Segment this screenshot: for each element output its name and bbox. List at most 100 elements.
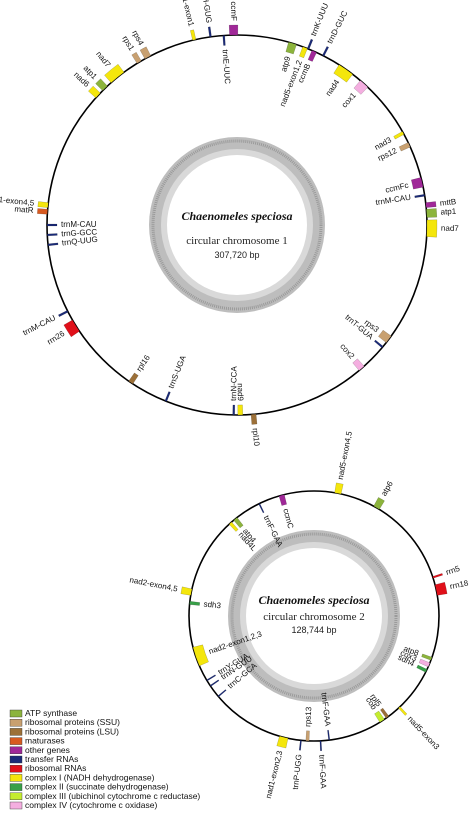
gene-block xyxy=(307,50,317,62)
gene-block xyxy=(353,80,369,95)
gene-label: rpl16 xyxy=(135,353,153,373)
legend-swatch xyxy=(9,765,23,773)
gene-block xyxy=(398,142,411,152)
legend-label: complex II (succinate dehydrogenase) xyxy=(25,782,169,792)
gene-label: rrn26 xyxy=(46,329,67,347)
gene-block xyxy=(258,503,265,514)
gene-block xyxy=(306,38,314,50)
gene-block xyxy=(228,24,239,36)
gene-label: trnM-CAU xyxy=(61,220,97,229)
gene-label: nad7 xyxy=(441,224,460,233)
gene-block xyxy=(233,517,244,529)
gene-block xyxy=(322,46,329,57)
gene-block xyxy=(333,64,353,83)
chromosome-2-gc-content xyxy=(230,532,398,700)
gene-label: trnE-UUC xyxy=(221,49,232,84)
gene-block xyxy=(334,482,344,495)
gene-block xyxy=(432,573,443,579)
gene-label: trnF-GAA xyxy=(319,692,332,727)
legend-label: ribosomal RNAs xyxy=(25,763,86,773)
gene-label: rrn18 xyxy=(449,578,470,591)
gene-label: trnM-CAU xyxy=(375,193,412,207)
gene-block xyxy=(95,78,108,91)
gene-block xyxy=(47,233,58,237)
gene-block xyxy=(278,494,287,506)
gene-label: trnF-GAA xyxy=(317,755,328,790)
gene-label: nad2-exon4,5 xyxy=(129,575,179,593)
legend-swatch xyxy=(9,783,23,791)
gene-block xyxy=(190,29,197,41)
gene-block xyxy=(373,497,385,510)
legend-swatch xyxy=(9,746,23,754)
chromosome-1-map: Chaenomeles speciosa circular chromosome… xyxy=(0,0,459,447)
gene-label: atp6 xyxy=(379,479,395,497)
gene-block xyxy=(305,730,310,742)
gene-label: nad5-exon4,5 xyxy=(336,430,354,480)
gene-block xyxy=(411,177,424,190)
legend-label: ribosomal proteins (LSU) xyxy=(25,726,119,736)
gene-label: nad1-exon2,3 xyxy=(264,749,285,799)
legend-swatch xyxy=(9,755,23,764)
legend-swatch xyxy=(9,774,23,782)
chromosome-1-size: 307,720 bp xyxy=(214,250,259,260)
gene-block xyxy=(298,740,302,751)
gene-label: cox2 xyxy=(338,342,356,361)
gene-block xyxy=(47,242,59,247)
gene-block xyxy=(398,706,408,716)
gene-label: trnP-UGG xyxy=(291,754,304,790)
gene-block xyxy=(416,664,428,673)
legend-label: complex IV (cytochrome c oxidase) xyxy=(25,800,157,810)
chromosome-2-map: Chaenomeles speciosa circular chromosome… xyxy=(129,430,470,799)
gene-label: mttB xyxy=(439,197,456,208)
gene-block xyxy=(237,404,244,416)
gene-block xyxy=(276,735,289,749)
gene-label: trnD-GUC xyxy=(325,9,349,45)
chromosome-1-title: Chaenomeles speciosa xyxy=(182,209,293,223)
gene-block xyxy=(380,707,390,719)
chromosome-1-center xyxy=(167,155,307,295)
gene-label: rrn5 xyxy=(445,564,462,577)
gene-block xyxy=(232,404,236,416)
gene-block xyxy=(131,51,142,64)
gene-label: nad1-exon4,5 xyxy=(0,194,35,208)
chromosome-1-gc-content xyxy=(151,139,323,311)
gene-block xyxy=(421,653,433,661)
gene-block xyxy=(378,329,392,343)
gene-label: trnH-GUG xyxy=(200,0,214,24)
chromosome-1-subtitle: circular chromosome 1 xyxy=(186,235,287,247)
chromosome-2-size: 128,744 bp xyxy=(291,625,336,635)
gene-block xyxy=(327,729,331,741)
gene-label: trnQ-UUG xyxy=(61,235,98,248)
legend-label: other genes xyxy=(25,745,70,755)
legend-swatch xyxy=(9,792,23,800)
gene-label: matR xyxy=(14,205,34,215)
gene-block xyxy=(139,46,152,60)
gene-block xyxy=(207,26,212,38)
legend-label: transfer RNAs xyxy=(25,754,78,764)
legend-label: ATP synthase xyxy=(25,708,77,718)
gene-label: nad7 xyxy=(94,50,113,70)
gene-block xyxy=(189,601,201,606)
gene-label: nad4 xyxy=(324,78,342,98)
gene-label: rpl10 xyxy=(251,428,262,447)
legend-label: complex I (NADH dehydrogenase) xyxy=(25,772,155,782)
legend-label: maturases xyxy=(25,736,65,746)
gene-label: nad1-exon1 xyxy=(178,0,196,28)
gene-block xyxy=(58,310,69,317)
gene-label: trnS-UGA xyxy=(167,354,189,390)
gene-label: trnK-UUU xyxy=(309,2,330,38)
gene-block xyxy=(209,679,220,687)
legend-swatch xyxy=(9,737,23,745)
gene-label: atp1 xyxy=(440,207,457,217)
gene-block xyxy=(164,391,171,402)
gene-label: ccmF xyxy=(229,1,238,21)
legend-swatch xyxy=(9,728,23,736)
gene-block xyxy=(206,674,217,682)
gene-label: rps13 xyxy=(303,706,313,727)
gene-block xyxy=(104,63,125,83)
gene-block xyxy=(217,689,227,698)
gene-block xyxy=(352,358,365,371)
gene-block xyxy=(46,223,58,227)
